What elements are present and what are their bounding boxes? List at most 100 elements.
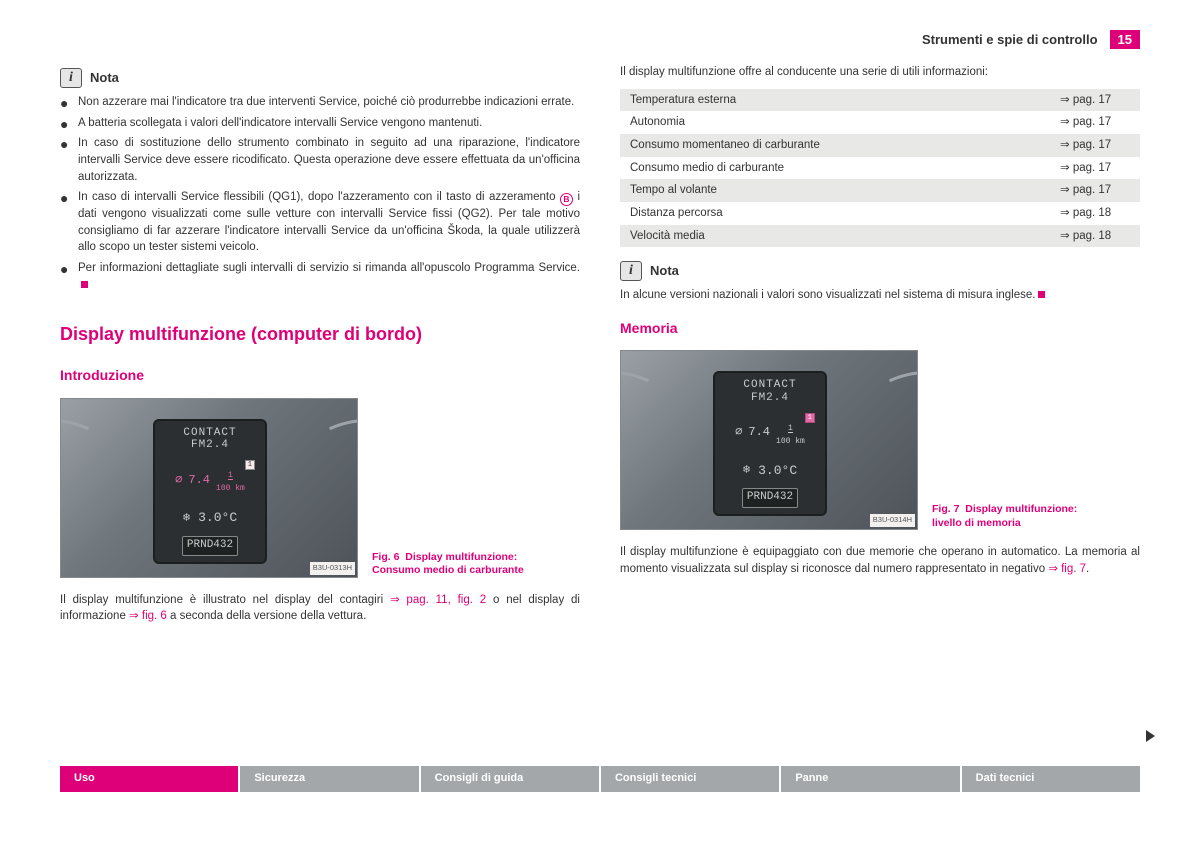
page-content: Strumenti e spie di controllo 15 i Nota … — [0, 0, 1200, 810]
footer-tab[interactable]: Uso — [60, 766, 240, 792]
note-body: In alcune versioni nazionali i valori so… — [620, 287, 1140, 304]
screen-line1: CONTACT FM2.4 — [183, 427, 236, 452]
heading-2: Memoria — [620, 318, 1140, 338]
table-row: Distanza percorsa⇒ pag. 18 — [620, 202, 1140, 225]
value: 3.0°C — [758, 462, 797, 481]
figure-6-caption: Fig. 6 Display multifunzione: Consumo me… — [372, 551, 532, 578]
text: CONTACT — [743, 379, 796, 391]
bullet-item: ● Non azzerare mai l'indicatore tra due … — [60, 94, 580, 111]
cross-ref-link[interactable]: ⇒ fig. 6 — [129, 610, 167, 622]
table-cell-label: Velocità media — [620, 225, 1050, 248]
denominator: 100 km — [776, 436, 805, 448]
cross-ref-link[interactable]: ⇒ fig. 7 — [1048, 563, 1086, 575]
caption-label: Fig. 7 — [932, 503, 959, 515]
table-cell-label: Consumo momentaneo di carburante — [620, 134, 1050, 157]
consumption-row-highlighted: ⌀ 7.4 1 100 km 1 — [175, 466, 245, 495]
table-cell-ref[interactable]: ⇒ pag. 17 — [1050, 89, 1140, 112]
bullet-item: ● In caso di sostituzione dello strument… — [60, 135, 580, 185]
cross-ref-link[interactable]: ⇒ pag. 11, fig. 2 — [390, 594, 486, 606]
text: CONTACT — [183, 427, 236, 439]
inline-badge-b: B — [560, 193, 573, 206]
figure-row-left: CONTACT FM2.4 ⌀ 7.4 1 100 km 1 — [60, 398, 580, 578]
body-paragraph: Il display multifunzione è illustrato ne… — [60, 592, 580, 625]
table-cell-ref[interactable]: ⇒ pag. 17 — [1050, 179, 1140, 202]
temp-row: ❄ 3.0°C — [743, 462, 797, 481]
bullet-list: ● Non azzerare mai l'indicatore tra due … — [60, 94, 580, 293]
note-label: Nota — [650, 262, 679, 281]
value: 7.4 — [748, 424, 770, 441]
footer-tab[interactable]: Consigli di guida — [421, 766, 601, 792]
snowflake-icon: ❄ — [183, 510, 190, 527]
text-pre: In caso di intervalli Service flessibili… — [78, 191, 560, 203]
figure-7-image: CONTACT FM2.4 ⌀ 7.4 1 100 km 1 — [620, 350, 918, 530]
unit-fraction: 1 100 km — [216, 466, 245, 495]
caption-label: Fig. 6 — [372, 551, 399, 563]
screen-line1: CONTACT FM2.4 — [743, 379, 796, 404]
table-cell-label: Tempo al volante — [620, 179, 1050, 202]
footer-tab[interactable]: Dati tecnici — [962, 766, 1140, 792]
info-table: Temperatura esterna⇒ pag. 17Autonomia⇒ p… — [620, 89, 1140, 248]
memory-tag: 1 — [245, 460, 255, 470]
text: Il display multifunzione è illustrato ne… — [60, 594, 390, 606]
table-cell-label: Autonomia — [620, 111, 1050, 134]
heading-1: Display multifunzione (computer di bordo… — [60, 321, 580, 347]
table-cell-ref[interactable]: ⇒ pag. 17 — [1050, 134, 1140, 157]
table-cell-ref[interactable]: ⇒ pag. 17 — [1050, 157, 1140, 180]
value: 7.4 — [188, 472, 210, 489]
bullet-marker: ● — [60, 115, 78, 132]
figure-6-image: CONTACT FM2.4 ⌀ 7.4 1 100 km 1 — [60, 398, 358, 578]
footer-tab[interactable]: Consigli tecnici — [601, 766, 781, 792]
table-row: Autonomia⇒ pag. 17 — [620, 111, 1140, 134]
bullet-text: Non azzerare mai l'indicatore tra due in… — [78, 94, 580, 111]
figure-code: B3U-0313H — [310, 562, 355, 575]
bullet-marker: ● — [60, 94, 78, 111]
gear-indicator: PRND432 — [182, 536, 238, 556]
footer-tab[interactable]: Sicurezza — [240, 766, 420, 792]
footer-tab[interactable]: Panne — [781, 766, 961, 792]
unit-fraction: 1 100 km — [776, 419, 805, 448]
numerator: 1 — [788, 425, 793, 433]
temp-row: ❄ 3.0°C — [183, 509, 237, 528]
bullet-marker: ● — [60, 260, 78, 293]
bullet-text: A batteria scollegata i valori dell'indi… — [78, 115, 580, 132]
bullet-item: ● A batteria scollegata i valori dell'in… — [60, 115, 580, 132]
gauge-arc — [252, 398, 358, 578]
intro-text: Il display multifunzione offre al conduc… — [620, 64, 1140, 81]
value: 3.0°C — [198, 509, 237, 528]
avg-symbol: ⌀ — [175, 472, 182, 489]
note-header-right: i Nota — [620, 261, 1140, 281]
text: . — [1086, 563, 1089, 575]
bullet-item: ● In caso di intervalli Service flessibi… — [60, 189, 580, 256]
table-cell-ref[interactable]: ⇒ pag. 17 — [1050, 111, 1140, 134]
info-icon: i — [620, 261, 642, 281]
figure-code: B3U-0314H — [870, 514, 915, 527]
table-row: Tempo al volante⇒ pag. 17 — [620, 179, 1140, 202]
note-header-left: i Nota — [60, 68, 580, 88]
end-marker — [1038, 291, 1045, 298]
avg-symbol: ⌀ — [735, 424, 742, 441]
text: a seconda della versione della vettura. — [167, 610, 366, 622]
table-cell-ref[interactable]: ⇒ pag. 18 — [1050, 202, 1140, 225]
table-row: Velocità media⇒ pag. 18 — [620, 225, 1140, 248]
bullet-text: In caso di intervalli Service flessibili… — [78, 189, 580, 256]
table-cell-ref[interactable]: ⇒ pag. 18 — [1050, 225, 1140, 248]
section-title: Strumenti e spie di controllo — [922, 32, 1098, 47]
table-cell-label: Temperatura esterna — [620, 89, 1050, 112]
text: Per informazioni dettagliate sugli inter… — [78, 262, 580, 274]
bullet-text: In caso di sostituzione dello strumento … — [78, 135, 580, 185]
info-icon: i — [60, 68, 82, 88]
gear-indicator: PRND432 — [742, 488, 798, 508]
table-row: Consumo momentaneo di carburante⇒ pag. 1… — [620, 134, 1140, 157]
bullet-marker: ● — [60, 135, 78, 185]
table-cell-label: Distanza percorsa — [620, 202, 1050, 225]
footer-tabs: UsoSicurezzaConsigli di guidaConsigli te… — [60, 766, 1140, 792]
bullet-text: Per informazioni dettagliate sugli inter… — [78, 260, 580, 293]
bullet-item: ● Per informazioni dettagliate sugli int… — [60, 260, 580, 293]
text: FM2.4 — [191, 439, 229, 451]
consumption-row: ⌀ 7.4 1 100 km 1 — [735, 419, 805, 448]
gauge-arc — [620, 350, 726, 530]
dashboard-screen: CONTACT FM2.4 ⌀ 7.4 1 100 km 1 — [713, 371, 827, 516]
figure-7-caption: Fig. 7 Display multifunzione: livello di… — [932, 503, 1092, 530]
figure-row-right: CONTACT FM2.4 ⌀ 7.4 1 100 km 1 — [620, 350, 1140, 530]
numerator: 1 — [228, 472, 233, 480]
